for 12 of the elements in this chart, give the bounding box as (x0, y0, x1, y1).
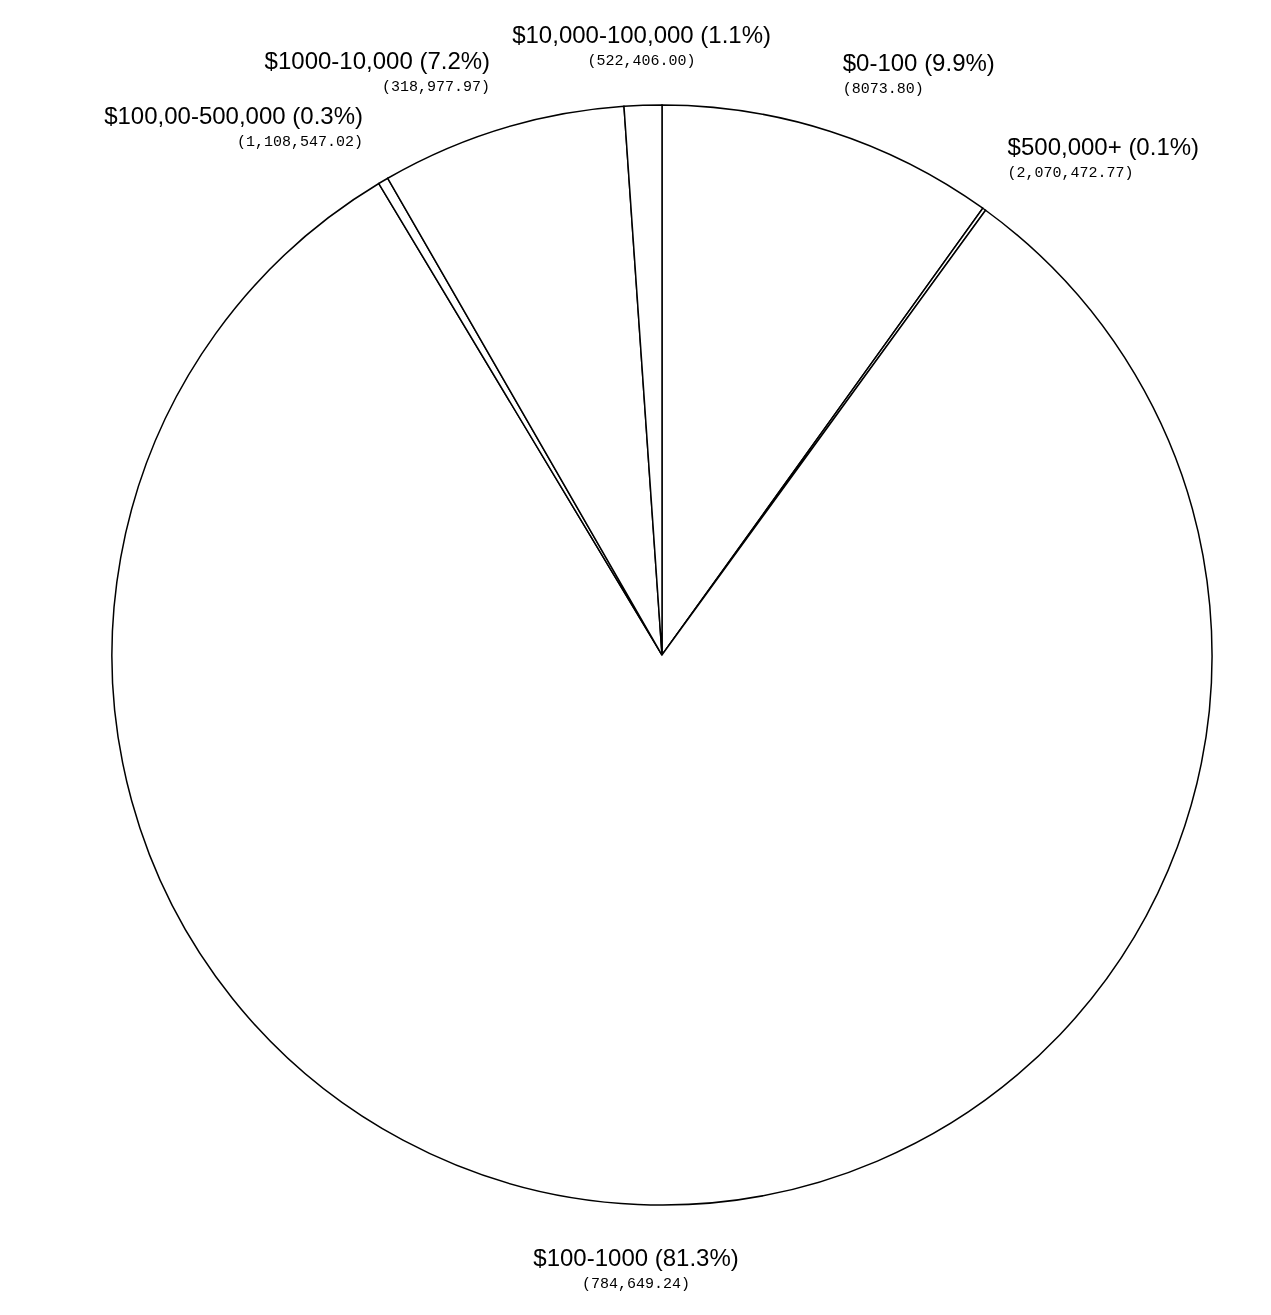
slice-label: $100-1000 (81.3%) (533, 1244, 739, 1272)
slice-label: $10,000-100,000 (1.1%) (512, 21, 772, 49)
text: (8073.80) (842, 81, 924, 99)
text: (318,977.97) (382, 78, 491, 96)
slice-label: $500,000+ (0.1%) (1007, 132, 1200, 160)
slice-label: $1000-10,000 (7.2%) (264, 46, 491, 74)
slice-label: $0-100 (9.9%) (842, 49, 995, 77)
text: (2,070,472.77) (1007, 164, 1134, 182)
text: (1,108,547.02) (236, 134, 363, 152)
text: (522,406.00) (587, 53, 696, 71)
text: (784,649.24) (582, 1276, 691, 1294)
slice-label: $100,00-500,000 (0.3%) (104, 102, 363, 130)
